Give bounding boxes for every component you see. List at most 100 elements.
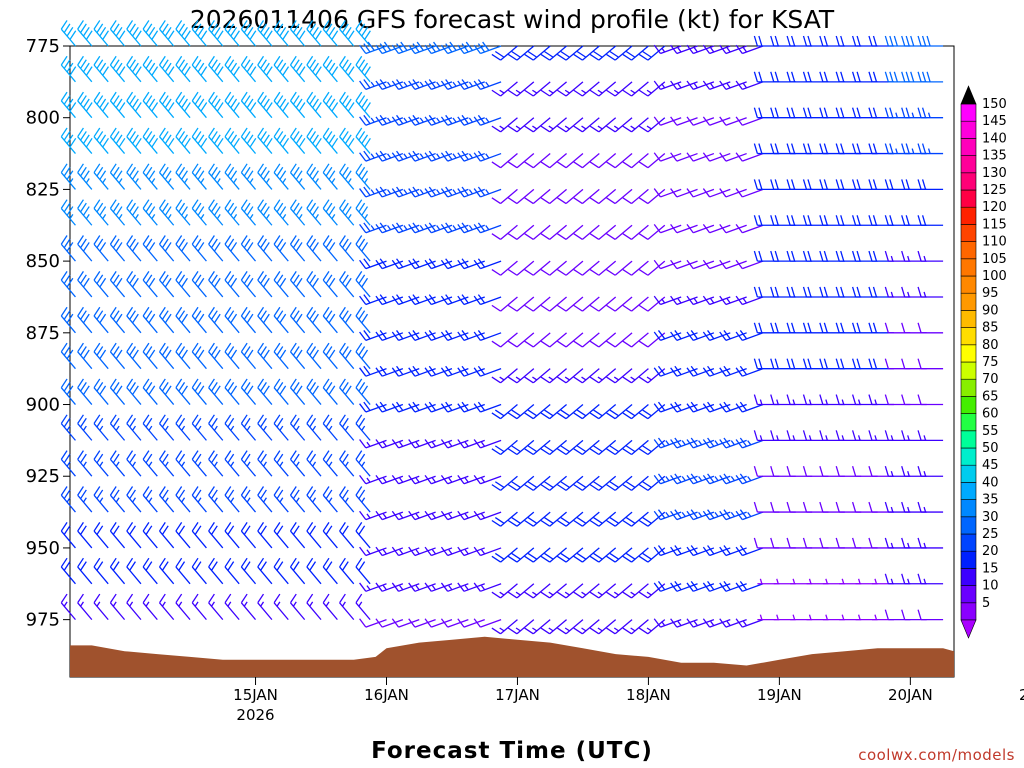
wind-barb xyxy=(240,342,257,370)
wind-barb xyxy=(670,295,698,306)
wind-barb xyxy=(391,582,420,592)
wind-barb xyxy=(670,224,698,234)
wind-barb xyxy=(573,583,600,599)
wind-barb xyxy=(819,394,845,406)
wind-barb xyxy=(573,404,600,420)
wind-barb xyxy=(473,222,502,234)
wind-barb xyxy=(208,593,224,621)
colorbar-swatch xyxy=(960,241,977,260)
wind-barb xyxy=(142,521,158,549)
wind-barb xyxy=(322,55,339,83)
wind-barb xyxy=(93,91,110,119)
wind-barb xyxy=(557,260,584,276)
wind-barb xyxy=(822,578,845,585)
wind-barb xyxy=(306,271,322,298)
wind-barb xyxy=(917,107,944,119)
wind-barb xyxy=(77,91,93,119)
wind-barb xyxy=(719,152,747,162)
wind-barb xyxy=(507,368,535,384)
wind-barb xyxy=(306,306,322,334)
wind-barb xyxy=(622,439,649,456)
wind-barb xyxy=(835,430,862,442)
wind-barb xyxy=(901,430,927,442)
wind-barb xyxy=(884,573,911,585)
wind-barb xyxy=(191,91,208,119)
wind-barb xyxy=(473,150,502,162)
wind-barb xyxy=(473,401,502,413)
wind-barb xyxy=(573,45,600,61)
wind-barb xyxy=(109,486,126,513)
wind-barb xyxy=(77,557,93,585)
wind-barb xyxy=(473,510,502,521)
wind-barb xyxy=(289,378,306,405)
wind-barb xyxy=(491,475,518,491)
wind-barb xyxy=(408,546,436,557)
wind-barb xyxy=(126,271,142,298)
wind-barb xyxy=(457,582,485,592)
wind-barb xyxy=(289,593,306,621)
x-tick-label: 16JAN xyxy=(364,686,409,704)
wind-barb xyxy=(622,153,649,169)
x-tick-sublabel: 2026 xyxy=(236,706,274,724)
wind-barb xyxy=(622,547,649,563)
wind-barb xyxy=(424,582,453,592)
wind-barb xyxy=(686,224,715,234)
wind-barb xyxy=(735,188,764,198)
wind-barb xyxy=(670,80,698,90)
wind-barb xyxy=(257,306,273,334)
wind-barb xyxy=(359,186,387,198)
colorbar-label: 40 xyxy=(982,475,999,490)
wind-barb xyxy=(158,378,175,405)
wind-barb xyxy=(507,45,535,61)
wind-barb xyxy=(589,368,617,384)
wind-barb xyxy=(191,127,208,154)
colorbar-swatch xyxy=(960,120,977,139)
wind-barb xyxy=(60,450,76,477)
wind-barb xyxy=(208,271,224,298)
wind-barb xyxy=(868,250,894,262)
wind-barb xyxy=(355,235,371,262)
wind-barb xyxy=(855,578,878,585)
wind-barb xyxy=(819,466,845,477)
wind-barb xyxy=(770,501,796,513)
wind-barb xyxy=(457,618,485,628)
wind-barb xyxy=(901,286,927,298)
wind-barb xyxy=(557,619,584,635)
wind-barb xyxy=(322,163,338,190)
wind-barb xyxy=(819,501,845,513)
wind-barb xyxy=(917,609,944,621)
wind-barb xyxy=(753,394,780,406)
wind-barb xyxy=(273,593,289,621)
wind-barb xyxy=(589,260,617,276)
wind-barb xyxy=(653,224,682,234)
wind-barb xyxy=(868,322,894,334)
wind-barb xyxy=(424,618,453,628)
wind-barb xyxy=(901,466,927,477)
wind-barb xyxy=(93,414,109,441)
wind-barb xyxy=(322,486,338,513)
wind-barb xyxy=(126,450,142,477)
wind-barb xyxy=(606,547,633,563)
wind-barb xyxy=(60,271,76,298)
wind-barb xyxy=(289,91,306,119)
wind-barb xyxy=(540,511,567,527)
colorbar-label: 15 xyxy=(982,561,999,576)
wind-barb xyxy=(109,450,126,477)
wind-barb xyxy=(322,521,338,549)
wind-barb xyxy=(109,521,126,549)
wind-barb xyxy=(175,235,191,262)
wind-barb xyxy=(208,557,224,585)
wind-barb xyxy=(884,250,911,262)
y-tick-label: 800 xyxy=(26,108,60,129)
wind-barb xyxy=(917,71,944,83)
wind-barb xyxy=(175,199,191,226)
wind-barb xyxy=(622,404,649,420)
wind-barb xyxy=(375,546,404,557)
wind-barb xyxy=(839,578,862,585)
wind-barb xyxy=(109,235,126,262)
wind-barb xyxy=(93,593,109,621)
wind-barb xyxy=(322,271,338,298)
wind-barb xyxy=(557,547,584,563)
wind-barb xyxy=(735,581,764,592)
wind-barb xyxy=(126,235,142,262)
